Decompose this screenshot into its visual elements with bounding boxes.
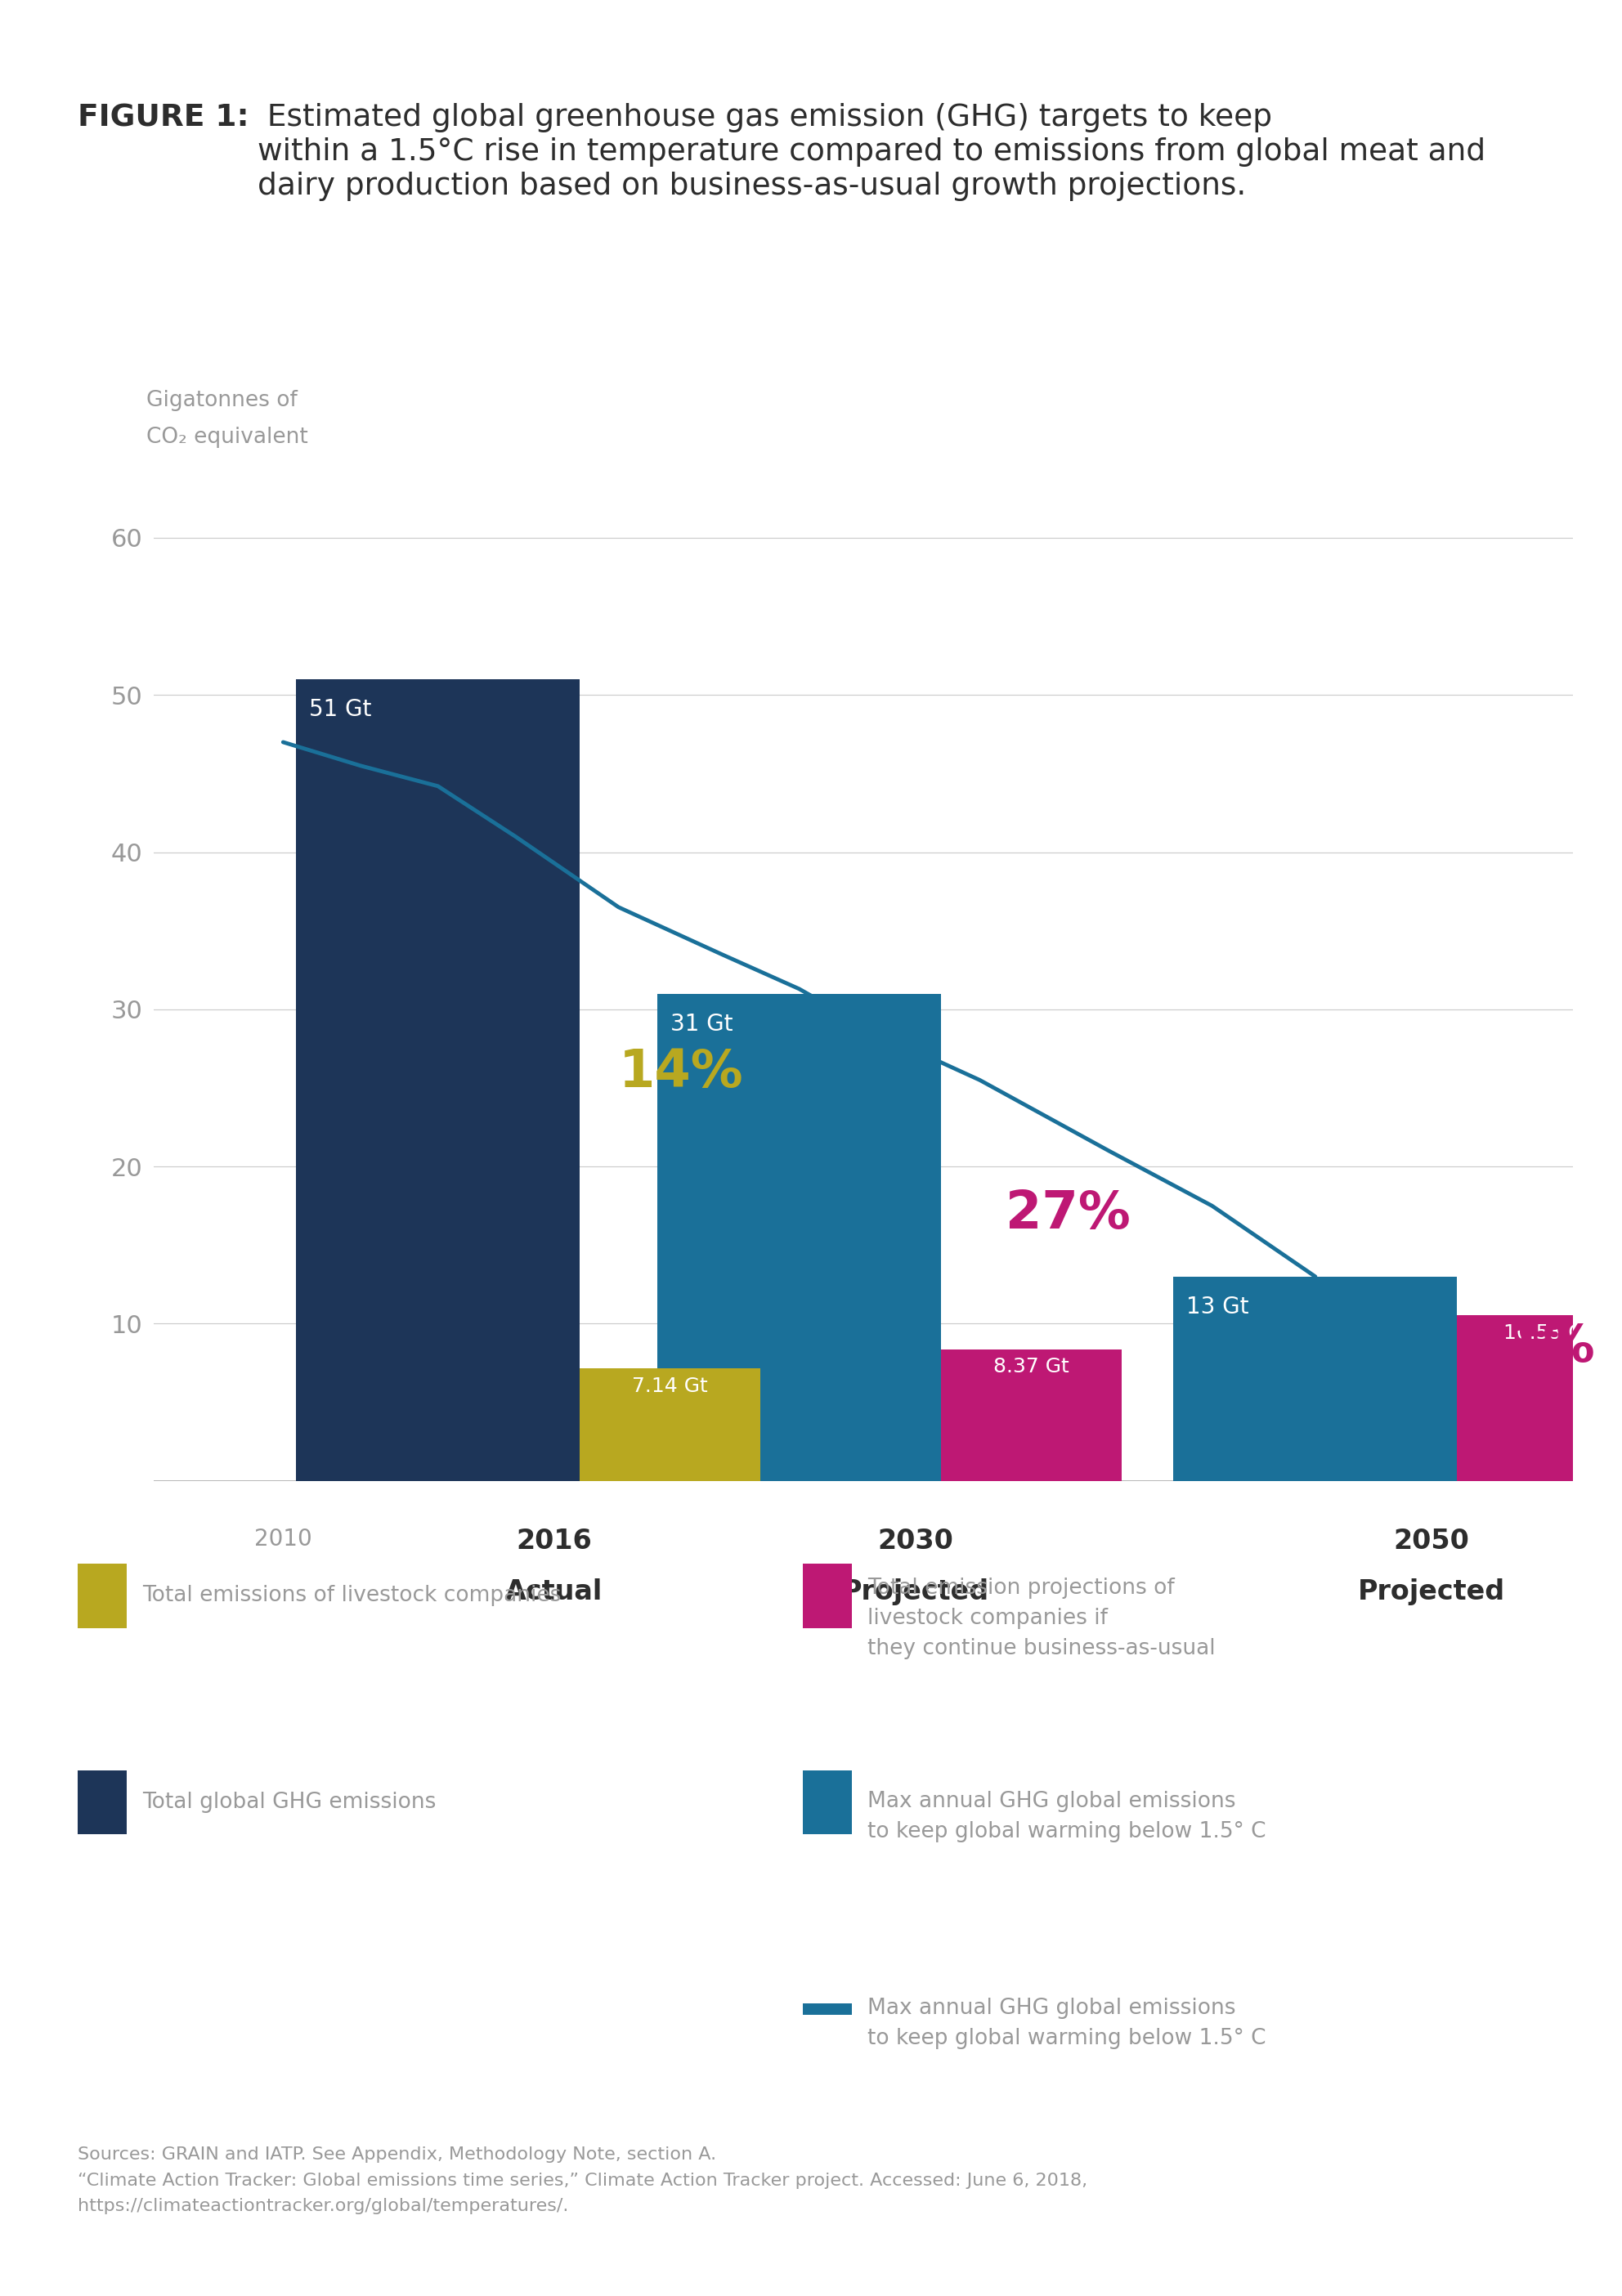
Text: Gigatonnes of: Gigatonnes of (146, 390, 297, 411)
Text: Projected: Projected (842, 1577, 989, 1605)
Text: Actual: Actual (506, 1577, 603, 1605)
Text: 14%: 14% (618, 1047, 743, 1097)
Bar (657, 994, 941, 1481)
Text: Estimated global greenhouse gas emission (GHG) targets to keep
within a 1.5°C ri: Estimated global greenhouse gas emission… (258, 103, 1486, 200)
Text: 27%: 27% (1006, 1189, 1131, 1240)
Text: 31 Gt: 31 Gt (670, 1013, 733, 1035)
Text: 51 Gt: 51 Gt (308, 698, 371, 721)
Bar (297, 680, 581, 1481)
Text: 2030: 2030 (878, 1529, 954, 1554)
Text: Max annual GHG global emissions
to keep global warming below 1.5° C: Max annual GHG global emissions to keep … (868, 1791, 1267, 1841)
Bar (581, 1368, 761, 1481)
Bar (941, 1350, 1122, 1481)
Text: Total emission projections of
livestock companies if
they continue business-as-u: Total emission projections of livestock … (868, 1577, 1216, 1660)
Text: Max annual GHG global emissions
to keep global warming below 1.5° C: Max annual GHG global emissions to keep … (868, 1998, 1267, 2048)
Text: Total emissions of livestock companies: Total emissions of livestock companies (143, 1584, 561, 1607)
Text: 10.53 Gt: 10.53 Gt (1504, 1322, 1591, 1343)
Text: 2016: 2016 (516, 1529, 592, 1554)
Text: 8.37 Gt: 8.37 Gt (994, 1357, 1069, 1378)
Text: 2010: 2010 (255, 1529, 311, 1552)
Text: 7.14 Gt: 7.14 Gt (633, 1378, 709, 1396)
Bar (1173, 1277, 1457, 1481)
Text: CO₂ equivalent: CO₂ equivalent (146, 427, 308, 448)
Text: Total global GHG emissions: Total global GHG emissions (143, 1791, 436, 1814)
Text: Projected: Projected (1358, 1577, 1505, 1605)
Text: 81%: 81% (1470, 1322, 1594, 1373)
Text: 13 Gt: 13 Gt (1186, 1295, 1249, 1318)
Text: FIGURE 1:: FIGURE 1: (78, 103, 250, 133)
Bar (1457, 1316, 1622, 1481)
Text: Sources: GRAIN and IATP. See Appendix, Methodology Note, section A.
“Climate Act: Sources: GRAIN and IATP. See Appendix, M… (78, 2147, 1088, 2213)
Text: 2050: 2050 (1393, 1529, 1470, 1554)
